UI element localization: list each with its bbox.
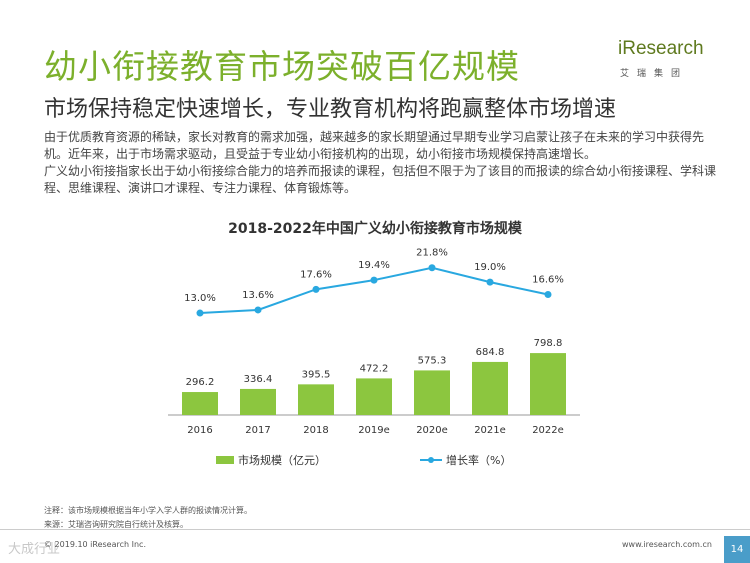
chart-title: 2018-2022年中国广义幼小衔接教育市场规模 [228,221,522,237]
growth-point-2017 [254,306,262,314]
footnote-note: 注释：该市场规模根据当年小学入学人群的报读情况计算。 [44,506,252,515]
x-tick-2022e: 2022e [532,425,564,436]
x-tick-2018: 2018 [303,425,328,436]
x-tick-2017: 2017 [245,425,270,436]
logo-subtext: 艾瑞集团 [620,69,689,79]
bar-label-2018: 395.5 [302,369,331,380]
legend-line-swatch [420,457,442,463]
line-label-2018: 17.6% [300,269,332,280]
bar-label-2021e: 684.8 [476,347,505,358]
brand-logo: iResearch 艾瑞集团 [618,38,718,88]
line-label-2016: 13.0% [184,293,216,304]
body-paragraph-2: 广义幼小衔接指家长出于幼小衔接综合能力的培养而报读的课程，包括但不限于为了该目的… [44,164,717,195]
legend-bar: 市场规模（亿元） [216,452,326,468]
growth-point-2020e [428,264,436,272]
bar-2017 [240,388,276,415]
legend-line-label: 增长率（%） [446,454,512,467]
bar-label-2019e: 472.2 [360,363,389,374]
bar-2021e [472,361,508,415]
growth-point-2022e [544,291,552,299]
line-label-2022e: 16.6% [532,275,564,286]
body-text: 由于优质教育资源的稀缺，家长对教育的需求加强，越来越多的家长期望通过早期专业学习… [44,129,724,197]
copyright: © 2019.10 iResearch Inc. [44,540,146,549]
site-url: www.iresearch.com.cn [622,540,712,549]
page-subtitle: 市场保持稳定快速增长，专业教育机构将跑赢整体市场增速 [44,97,617,122]
bar-label-2016: 296.2 [186,377,215,388]
line-label-2020e: 21.8% [416,248,448,259]
page-title: 幼小衔接教育市场突破百亿规模 [44,47,520,86]
growth-point-2019e [370,276,378,284]
line-label-2021e: 19.0% [474,262,506,273]
growth-point-2016 [196,309,204,317]
bar-2022e [530,353,566,415]
page-number: 14 [724,536,750,563]
growth-point-2018 [312,285,320,293]
bar-label-2020e: 575.3 [418,355,447,366]
line-label-2019e: 19.4% [358,260,390,271]
bar-label-2017: 336.4 [244,374,273,385]
watermark: 大成行业 [8,542,61,557]
legend-line: 增长率（%） [420,452,511,468]
bar-2016 [182,392,218,415]
x-tick-2021e: 2021e [474,425,506,436]
footer-divider [0,529,750,530]
footnote-source: 来源：艾瑞咨询研究院自行统计及核算。 [44,520,188,529]
bar-label-2022e: 798.8 [534,338,563,349]
line-label-2017: 13.6% [242,290,274,301]
legend-bar-label: 市场规模（亿元） [238,454,326,467]
bar-2020e [414,370,450,415]
logo-text: iResearch [618,38,704,59]
x-tick-2019e: 2019e [358,425,390,436]
bar-2019e [356,378,392,415]
bar-2018 [298,384,334,415]
legend-bar-swatch [216,456,234,464]
x-tick-2016: 2016 [187,425,212,436]
growth-point-2021e [486,278,494,286]
x-tick-2020e: 2020e [416,425,448,436]
body-paragraph-1: 由于优质教育资源的稀缺，家长对教育的需求加强，越来越多的家长期望通过早期专业学习… [44,130,705,161]
